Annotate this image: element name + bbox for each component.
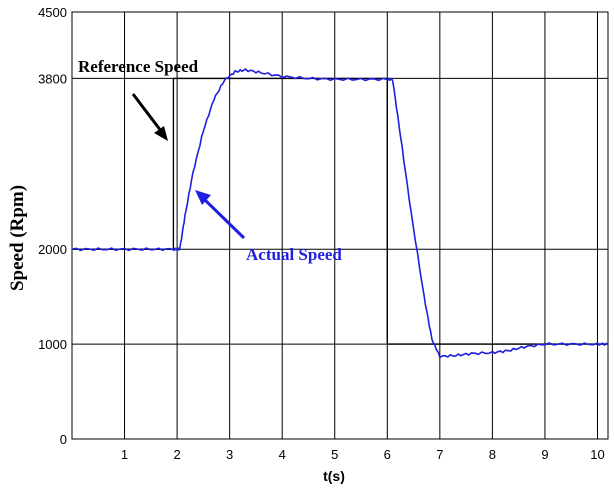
x-tick-label: 4 [279,447,286,462]
y-tick-label: 0 [60,432,67,447]
arrow-reference-speed [131,93,168,141]
x-tick-label: 9 [541,447,548,462]
series-group [71,68,609,359]
y-tick-label: 4500 [38,5,67,20]
x-tick-label: 8 [489,447,496,462]
series-actual-speed [71,68,609,359]
x-tick-label: 6 [384,447,391,462]
y-tick-label: 3800 [38,71,67,86]
plot-frame [71,11,609,440]
x-axis-label: t(s) [323,468,345,484]
y-ticks: 0 1000 2000 3800 4500 [38,5,67,447]
annotation-actual-speed: Actual Speed [246,245,342,264]
grid [72,12,608,439]
annotation-reference-speed: Reference Speed [78,57,199,76]
arrow-actual-speed [195,190,246,240]
y-tick-label: 2000 [38,242,67,257]
x-tick-label: 3 [226,447,233,462]
x-ticks: 1 2 3 4 5 6 7 8 9 10 [121,447,605,462]
x-tick-label: 7 [436,447,443,462]
y-axis-label: Speed (Rpm) [7,185,28,291]
x-tick-label: 5 [331,447,338,462]
y-tick-label: 1000 [38,337,67,352]
x-tick-label: 10 [590,447,604,462]
x-tick-label: 2 [173,447,180,462]
x-tick-label: 1 [121,447,128,462]
